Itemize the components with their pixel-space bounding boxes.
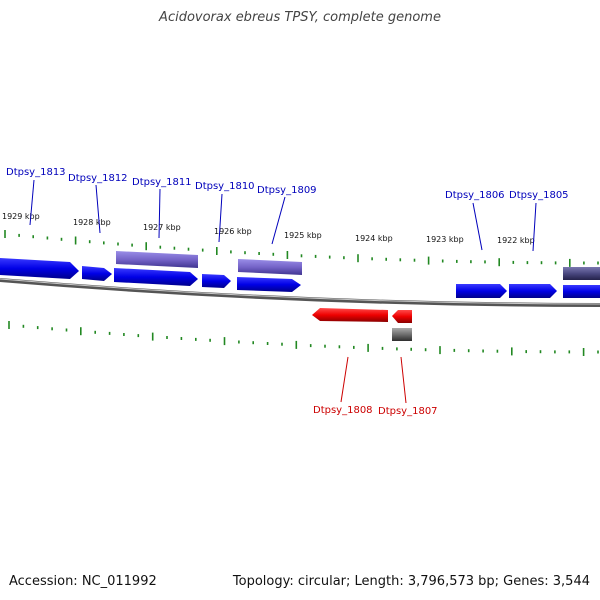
- gene-label-forward[interactable]: Dtpsy_1806: [445, 190, 505, 201]
- scale-label: 1924 kbp: [355, 234, 393, 243]
- gene-label-forward[interactable]: Dtpsy_1813: [6, 167, 66, 178]
- gene-label-reverse[interactable]: Dtpsy_1807: [378, 406, 438, 417]
- scale-label: 1927 kbp: [143, 223, 181, 232]
- gene-arrow[interactable]: [0, 258, 79, 279]
- scale-label: 1923 kbp: [426, 235, 464, 244]
- scale-labels: 1929 kbp 1928 kbp 1927 kbp 1926 kbp 1925…: [2, 212, 535, 245]
- genome-backbone-highlight: [0, 278, 600, 305]
- gene-arrow[interactable]: [563, 285, 600, 298]
- callout-lines: [29, 179, 537, 404]
- scale-label: 1929 kbp: [2, 212, 40, 221]
- scale-label: 1926 kbp: [214, 227, 252, 236]
- gene-label-forward[interactable]: Dtpsy_1810: [195, 181, 255, 192]
- gene-arrow[interactable]: [237, 277, 301, 292]
- gene-block-gray[interactable]: [392, 328, 412, 341]
- gene-arrow[interactable]: [82, 266, 112, 281]
- reverse-genes: [312, 308, 412, 341]
- gene-arrow-1806[interactable]: [456, 284, 507, 298]
- gene-label-forward[interactable]: Dtpsy_1811: [132, 177, 192, 188]
- gene-arrow-1809[interactable]: [238, 259, 302, 275]
- map-title: Acidovorax ebreus TPSY, complete genome: [159, 10, 441, 25]
- gene-label-forward[interactable]: Dtpsy_1812: [68, 173, 128, 184]
- forward-genes: [0, 251, 600, 298]
- genome-backbone: [0, 278, 600, 307]
- gene-arrow-1810[interactable]: [202, 274, 231, 288]
- gene-label-reverse[interactable]: Dtpsy_1808: [313, 405, 373, 416]
- scale-label: 1928 kbp: [73, 218, 111, 227]
- gene-arrow[interactable]: [114, 268, 198, 286]
- gene-label-forward[interactable]: Dtpsy_1805: [509, 190, 569, 201]
- genome-summary-text: Topology: circular; Length: 3,796,573 bp…: [232, 574, 590, 589]
- gene-arrow-1807[interactable]: [392, 310, 412, 323]
- gene-arrow-1805[interactable]: [509, 284, 557, 298]
- scale-label: 1922 kbp: [497, 236, 535, 245]
- gene-labels: Dtpsy_1813 Dtpsy_1812 Dtpsy_1811 Dtpsy_1…: [6, 167, 569, 417]
- scale-ticks-lower: [8, 321, 599, 356]
- gene-label-forward[interactable]: Dtpsy_1809: [257, 185, 317, 196]
- gene-arrow-1808[interactable]: [312, 308, 388, 322]
- gene-arrow[interactable]: [563, 267, 600, 280]
- scale-ticks-upper: [4, 230, 599, 267]
- scale-label: 1925 kbp: [284, 231, 322, 240]
- accession-text: Accession: NC_011992: [9, 574, 157, 589]
- gene-arrow-1811[interactable]: [116, 251, 198, 268]
